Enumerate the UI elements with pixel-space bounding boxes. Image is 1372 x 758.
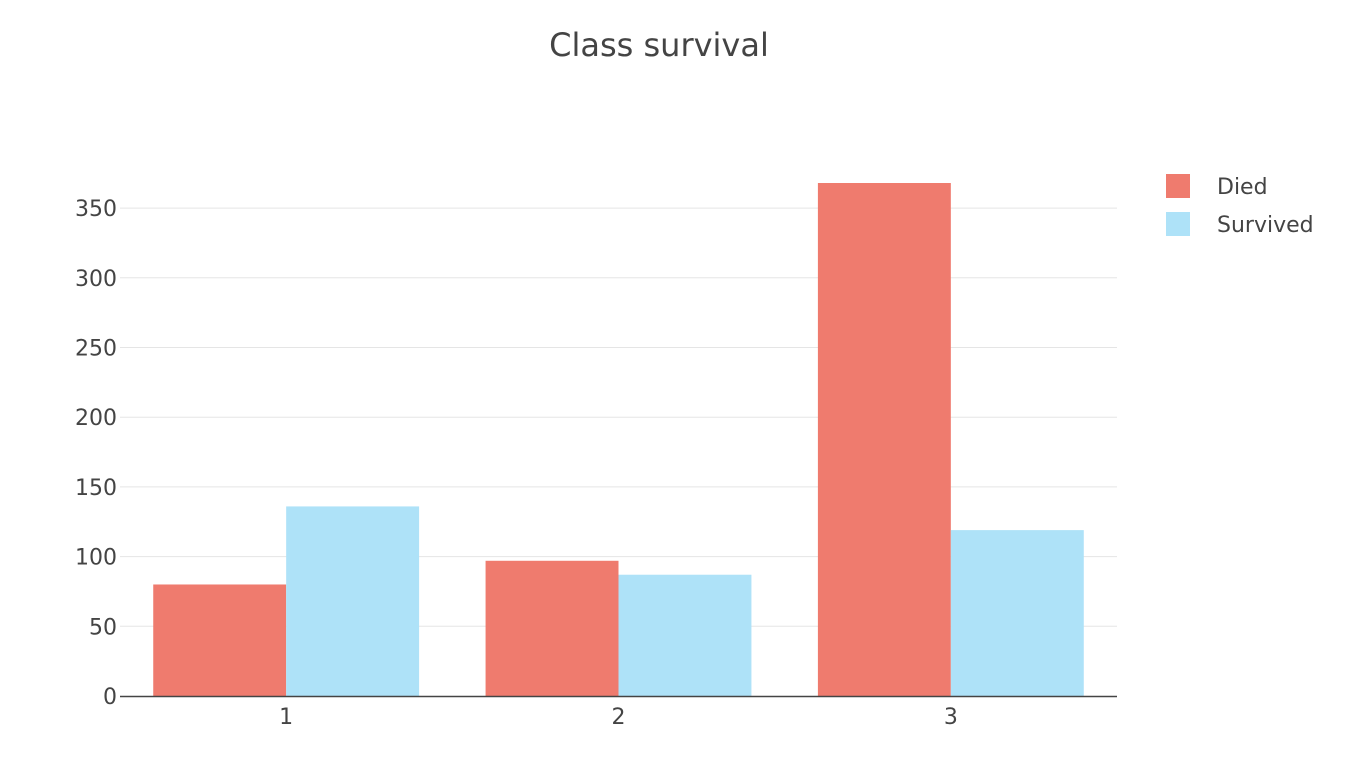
legend-swatch <box>1166 174 1190 198</box>
legend-swatch <box>1166 212 1190 236</box>
legend-item-died[interactable]: Died <box>1166 174 1268 200</box>
legend-label: Survived <box>1217 213 1314 238</box>
y-tick-label: 100 <box>75 546 117 571</box>
bars <box>153 183 1084 696</box>
bar-died-3[interactable] <box>817 183 951 696</box>
y-tick-label: 0 <box>103 685 117 710</box>
y-tick-label: 250 <box>75 337 117 362</box>
legend[interactable]: Died Survived <box>1166 174 1314 238</box>
y-axis-ticks: 0 50 100 150 200 250 300 350 <box>75 197 117 710</box>
y-tick-label: 150 <box>75 476 117 501</box>
bar-survived-2[interactable] <box>618 574 752 696</box>
bar-survived-1[interactable] <box>286 506 420 696</box>
x-tick-label: 3 <box>944 705 958 730</box>
chart-title: Class survival <box>549 26 769 64</box>
bar-died-1[interactable] <box>153 584 287 696</box>
x-tick-label: 1 <box>279 705 293 730</box>
legend-label: Died <box>1217 175 1268 200</box>
y-tick-label: 50 <box>89 615 117 640</box>
bar-survived-3[interactable] <box>950 530 1084 696</box>
y-tick-label: 200 <box>75 406 117 431</box>
legend-item-survived[interactable]: Survived <box>1166 212 1314 238</box>
x-tick-label: 2 <box>612 705 626 730</box>
y-tick-label: 350 <box>75 197 117 222</box>
x-axis-ticks: 1 2 3 <box>279 705 958 730</box>
y-tick-label: 300 <box>75 267 117 292</box>
bar-died-2[interactable] <box>485 560 619 696</box>
